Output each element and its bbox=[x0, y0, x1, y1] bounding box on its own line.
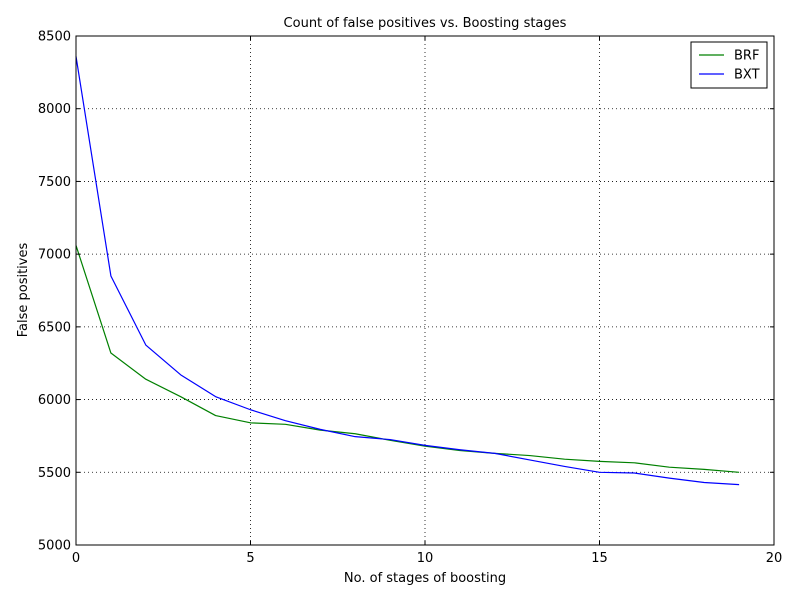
legend-label-brf: BRF bbox=[734, 49, 759, 64]
chart-title: Count of false positives vs. Boosting st… bbox=[284, 16, 567, 31]
y-tick-label: 8500 bbox=[38, 30, 71, 45]
legend: BRF BXT bbox=[690, 41, 768, 89]
x-tick-label: 20 bbox=[766, 551, 783, 566]
x-tick-label: 5 bbox=[246, 551, 254, 566]
series-line-bxt bbox=[75, 56, 740, 486]
y-tick-label: 7000 bbox=[38, 248, 71, 263]
series-line-brf bbox=[75, 245, 740, 473]
y-tick-label: 6000 bbox=[38, 393, 71, 408]
x-tick-label: 15 bbox=[591, 551, 608, 566]
y-tick-label: 8000 bbox=[38, 102, 71, 117]
x-tick-label: 0 bbox=[72, 551, 80, 566]
x-tick-label: 10 bbox=[417, 551, 434, 566]
y-tick-label: 7500 bbox=[38, 175, 71, 190]
x-axis-label: No. of stages of boosting bbox=[344, 571, 506, 586]
y-tick-label: 6500 bbox=[38, 320, 71, 335]
y-axis-label: False positives bbox=[16, 243, 31, 338]
y-tick-label: 5500 bbox=[38, 466, 71, 481]
y-tick-label: 5000 bbox=[38, 539, 71, 554]
axis-ticks: 0 5 10 15 20 5000 5500 6000 6500 7000 7500 8000 8500 bbox=[38, 30, 782, 567]
legend-label-bxt: BXT bbox=[734, 68, 760, 83]
series-lines bbox=[75, 56, 740, 486]
grid bbox=[76, 36, 774, 545]
legend-box bbox=[690, 41, 768, 89]
